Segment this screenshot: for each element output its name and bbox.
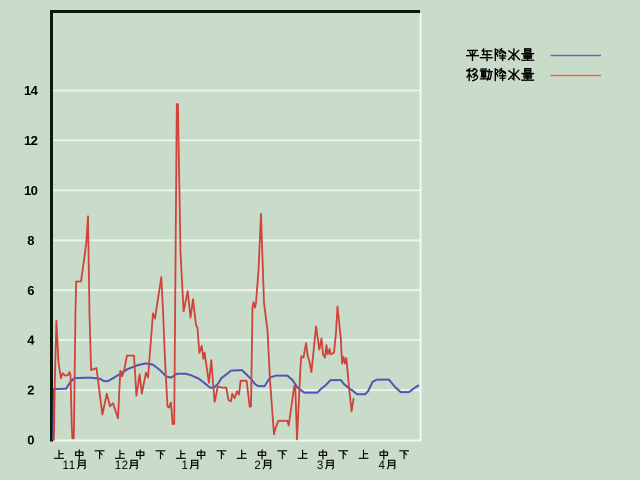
svg-text:8: 8	[27, 233, 34, 248]
svg-text:14: 14	[24, 83, 39, 98]
svg-text:6: 6	[27, 283, 34, 298]
svg-text:2: 2	[27, 383, 34, 398]
svg-text:4: 4	[379, 460, 386, 472]
svg-text:0: 0	[27, 433, 34, 448]
svg-text:12: 12	[115, 460, 129, 472]
svg-text:10: 10	[24, 183, 38, 198]
svg-text:3: 3	[317, 460, 324, 472]
svg-text:11: 11	[63, 460, 76, 472]
svg-text:12: 12	[24, 133, 38, 148]
svg-text:4: 4	[27, 333, 35, 348]
svg-text:1: 1	[182, 460, 189, 472]
svg-text:2: 2	[254, 460, 261, 472]
